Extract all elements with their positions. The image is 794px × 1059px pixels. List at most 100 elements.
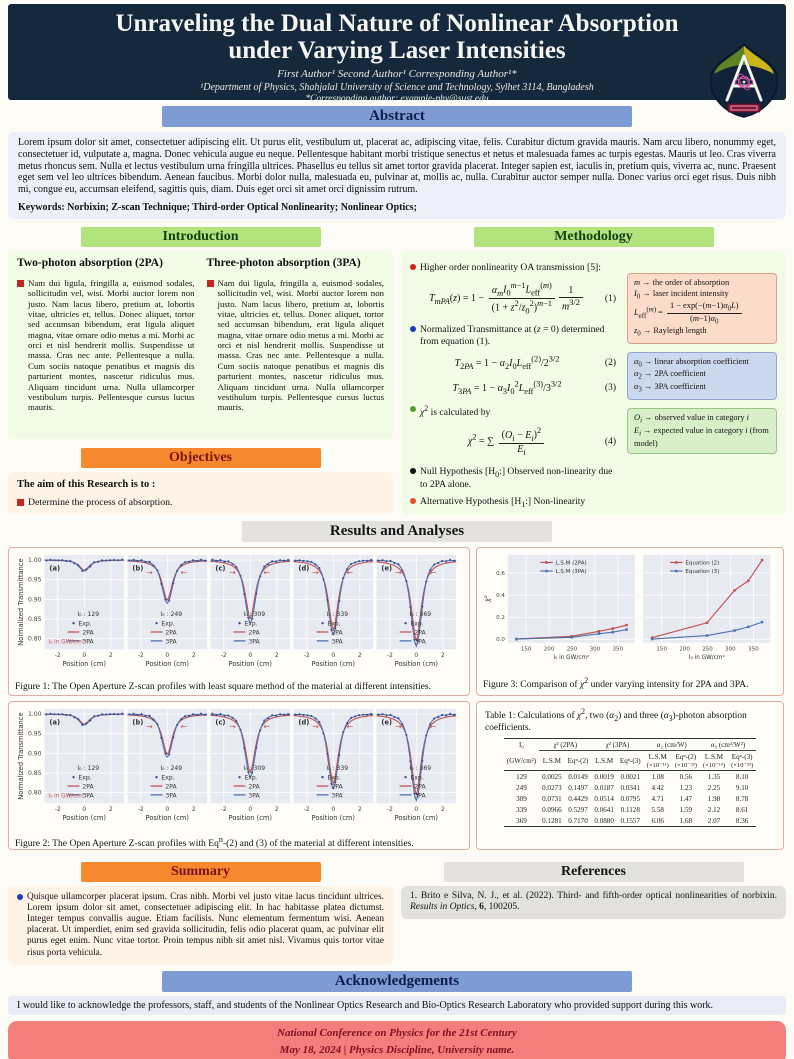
- square-bullet-icon: [17, 279, 24, 287]
- table-sub-header: Eqⁿ-(2) (×10⁻²³): [671, 750, 700, 772]
- svg-text:→: →: [146, 568, 153, 577]
- svg-text:2: 2: [192, 806, 196, 813]
- svg-text:I₀ in GW/cm²: I₀ in GW/cm²: [553, 654, 589, 661]
- svg-text:(b): (b): [132, 718, 143, 726]
- table-cell: 4.71: [651, 794, 664, 803]
- svg-text:0.80: 0.80: [28, 789, 42, 796]
- table-sub-header: L.S.M (×10⁻¹¹): [643, 750, 672, 772]
- svg-text:→: →: [146, 722, 153, 731]
- table-cell: 8.61: [735, 805, 749, 814]
- table-cell: 0.0149: [568, 772, 588, 781]
- table-cell: 309: [516, 794, 527, 803]
- summary-body: Quisque ullamcorper placerat ipsum. Cras…: [8, 885, 393, 965]
- svg-text:Position (cm): Position (cm): [229, 660, 273, 668]
- svg-text:Position (cm): Position (cm): [63, 660, 107, 668]
- table-cell: 6.06: [643, 815, 672, 828]
- svg-text:←: ←: [181, 568, 188, 577]
- svg-text:Exp.: Exp.: [327, 774, 340, 781]
- svg-text:2: 2: [358, 806, 362, 813]
- objectives-item: Determine the process of absorption.: [28, 496, 173, 508]
- svg-text:0: 0: [165, 806, 169, 813]
- table-cell: 0.4429: [568, 794, 588, 803]
- table-cell: 1.47: [679, 794, 693, 803]
- summary-column: Summary Quisque ullamcorper placerat ips…: [8, 856, 393, 965]
- svg-text:(a): (a): [49, 718, 60, 726]
- svg-text:(c): (c): [215, 564, 225, 572]
- table-1: I₀ χ² (2PA) χ² (3PA) α₂ (cm/W) α₃ (cm³/W²) (G…: [503, 738, 757, 828]
- methodology-side-boxes: m → the order of absorption I0 → laser in…: [627, 272, 777, 509]
- svg-text:0.2: 0.2: [496, 615, 505, 621]
- method-bullet-alt-hypothesis: Alternative Hypothesis [H1:] Non-lineari…: [420, 495, 586, 509]
- table-cell: 0.0514: [594, 794, 614, 803]
- svg-text:3PA: 3PA: [331, 638, 343, 645]
- svg-text:(d): (d): [298, 718, 309, 726]
- abstract-section-header: Abstract: [162, 106, 632, 127]
- svg-text:0: 0: [248, 652, 252, 659]
- figure-1-zscan-chart: Normalized Transmittance 1.00 0.95 0.90 0.85…: [17, 554, 457, 668]
- svg-text:Position (cm): Position (cm): [146, 660, 190, 668]
- svg-text:χ²: χ²: [484, 595, 492, 603]
- definition-line: α0 → linear absorption coefficient: [634, 356, 749, 369]
- svg-text:3PA: 3PA: [165, 638, 177, 645]
- table-cell: 0.1557: [616, 815, 644, 828]
- table-group-header: χ² (3PA): [591, 738, 644, 752]
- svg-text:Normalized Transmittance: Normalized Transmittance: [17, 558, 25, 645]
- table-sub-header: L.S.M: [591, 750, 617, 772]
- svg-text:2PA: 2PA: [165, 629, 177, 636]
- svg-text:0.90: 0.90: [28, 750, 42, 757]
- method-bullet-1: Higher order nonlinearity OA transmissio…: [420, 261, 601, 273]
- svg-text:0.95: 0.95: [28, 576, 42, 583]
- table-row: 249 0.0273 0.1497 0.0187 0.0341 4.42 1.23 2.25 9…: [504, 782, 756, 793]
- svg-text:1.00: 1.00: [28, 557, 42, 564]
- chi2-panel: L.S.M (2PA) L.S.M (3PA) 150 200 250 300 350 I₀ …: [507, 554, 635, 661]
- svg-text:2PA: 2PA: [331, 629, 343, 636]
- svg-text:Exp.: Exp.: [244, 774, 257, 781]
- svg-text:←: ←: [347, 568, 354, 577]
- svg-text:→: →: [229, 722, 236, 731]
- table-cell: 0.5297: [568, 805, 588, 814]
- definition-line: α2 → 2PA coefficient: [634, 369, 706, 382]
- table-group-header: I₀: [503, 738, 540, 751]
- svg-text:Equation (2): Equation (2): [685, 560, 719, 566]
- methodology-body: Higher order nonlinearity OA transmissio…: [401, 250, 786, 515]
- svg-text:-2: -2: [221, 806, 227, 813]
- svg-text:L.S.M (3PA): L.S.M (3PA): [556, 569, 587, 575]
- svg-text:I₀ in GW/cm²: I₀ in GW/cm²: [48, 638, 84, 645]
- table-group-header: α₂ (cm/W): [643, 738, 700, 752]
- svg-text:0: 0: [82, 652, 86, 659]
- svg-text:Position (cm): Position (cm): [229, 814, 273, 822]
- svg-text:-2: -2: [138, 652, 144, 659]
- definitions-box-blue: α0 → linear absorption coefficient α2 → 2…: [627, 351, 777, 400]
- method-bullet-2: Normalized Transmittance at (z = 0) dete…: [420, 324, 605, 347]
- summary-section-header: Summary: [80, 861, 321, 882]
- svg-text:2PA: 2PA: [248, 629, 260, 636]
- svg-text:→: →: [395, 568, 402, 577]
- introduction-body: Two-photon absorption (2PA) Nam dui ligu…: [8, 250, 393, 439]
- equation-1-number: (1): [604, 293, 616, 304]
- svg-text:←: ←: [430, 722, 437, 731]
- svg-text:I₀ : 129: I₀ : 129: [77, 611, 99, 618]
- square-bullet-icon: [206, 279, 214, 287]
- poster-title: Unraveling the Dual Nature of Nonlinear …: [115, 10, 679, 64]
- table-cell: 2.12: [707, 805, 721, 814]
- bullet-dot-icon: [410, 497, 416, 504]
- table-cell: 5.58: [651, 805, 664, 814]
- poster-header: Unraveling the Dual Nature of Nonlinear …: [8, 4, 786, 104]
- svg-text:I₀ : 249: I₀ : 249: [160, 765, 182, 772]
- square-bullet-icon: [17, 498, 24, 506]
- table-cell: 0.0019: [594, 772, 614, 781]
- table-cell: 0.7170: [564, 815, 592, 828]
- summary-text: Quisque ullamcorper placerat ipsum. Cras…: [27, 891, 384, 958]
- table-cell: 1.59: [679, 805, 693, 814]
- svg-text:3PA: 3PA: [165, 792, 177, 799]
- svg-text:→: →: [229, 568, 236, 577]
- table-cell: 0.56: [679, 772, 693, 781]
- bullet-dot-icon: [17, 893, 23, 900]
- svg-text:I₀ : 369: I₀ : 369: [409, 765, 431, 772]
- table-sub-header: Eqⁿ-(2): [564, 750, 592, 772]
- svg-text:-2: -2: [221, 652, 227, 659]
- table-sub-header: L.S.M: [539, 750, 565, 772]
- equation-4-number: (4): [604, 437, 616, 448]
